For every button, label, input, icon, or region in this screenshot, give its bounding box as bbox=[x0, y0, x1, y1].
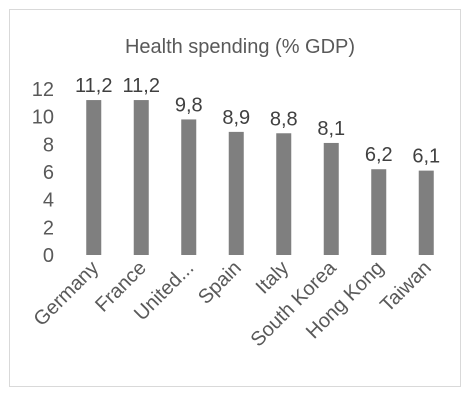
y-tick-label: 0 bbox=[43, 245, 54, 267]
bar bbox=[371, 169, 387, 255]
data-labels: 11,2 11,2 9,8 8,9 8,8 8,1 6,2 6,1 bbox=[75, 75, 440, 168]
bar bbox=[418, 170, 434, 255]
x-tick-label: Taiwan bbox=[376, 257, 436, 317]
bar bbox=[228, 131, 244, 255]
bar bbox=[276, 133, 292, 255]
bar bbox=[86, 100, 102, 255]
data-label: 8,8 bbox=[270, 108, 298, 130]
x-tick-label: Germany bbox=[30, 257, 104, 331]
x-tick-label: Italy bbox=[252, 257, 293, 298]
data-label: 8,1 bbox=[317, 118, 345, 140]
data-label: 8,9 bbox=[222, 107, 250, 129]
data-label: 6,1 bbox=[412, 146, 440, 168]
x-tick-label: Spain bbox=[194, 257, 246, 309]
y-axis: 0 2 4 6 8 10 12 bbox=[32, 79, 54, 267]
bars bbox=[86, 100, 434, 255]
data-label: 11,2 bbox=[123, 75, 160, 97]
y-tick-label: 6 bbox=[43, 162, 54, 184]
chart-title: Health spending (% GDP) bbox=[125, 36, 355, 58]
y-tick-label: 2 bbox=[43, 217, 54, 239]
y-tick-label: 4 bbox=[43, 190, 54, 212]
y-tick-label: 10 bbox=[32, 107, 54, 129]
bar bbox=[181, 119, 197, 255]
data-label: 6,2 bbox=[365, 144, 393, 166]
bar bbox=[133, 100, 149, 255]
y-tick-label: 12 bbox=[32, 79, 54, 101]
data-label: 11,2 bbox=[75, 75, 112, 97]
y-tick-label: 8 bbox=[43, 134, 54, 156]
bar bbox=[323, 142, 339, 255]
data-label: 9,8 bbox=[175, 94, 203, 116]
